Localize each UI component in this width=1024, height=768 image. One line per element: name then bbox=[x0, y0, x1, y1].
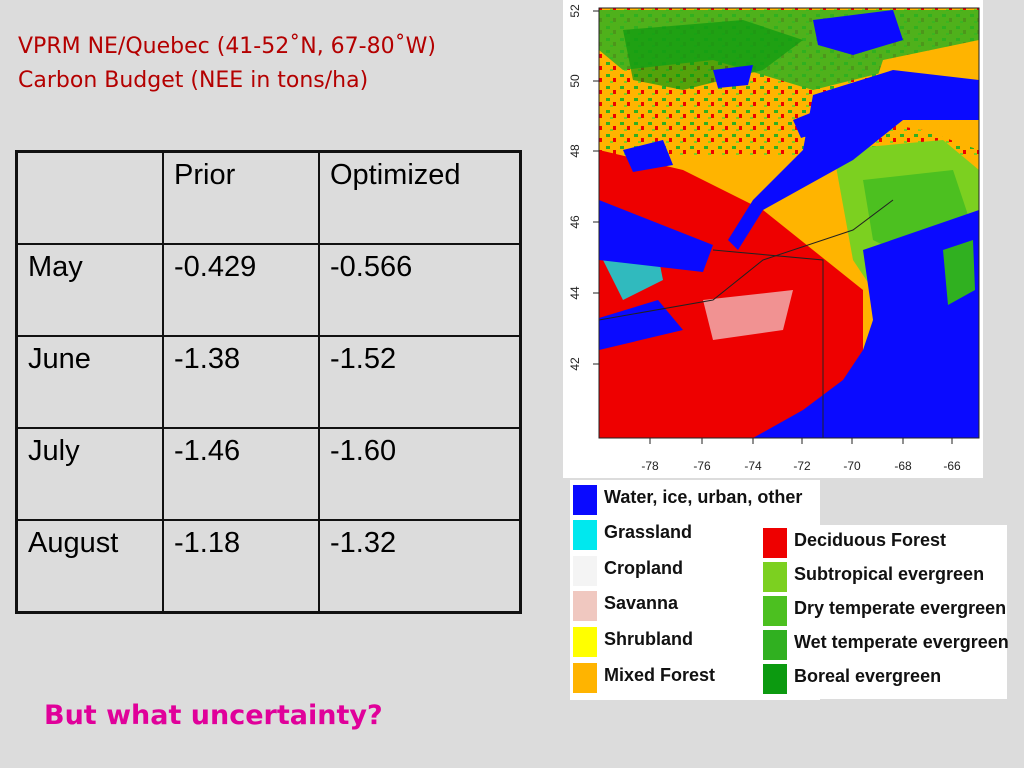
table-row: May -0.429 -0.566 bbox=[15, 243, 522, 337]
latitude-tick-label: 42 bbox=[568, 357, 582, 371]
carbon-budget-table: Prior Optimized May -0.429 -0.566 June -… bbox=[15, 150, 522, 614]
legend-swatch bbox=[573, 556, 597, 586]
table-header-row: Prior Optimized bbox=[15, 150, 522, 245]
legend-swatch bbox=[763, 528, 787, 558]
table-cell: -1.46 bbox=[162, 427, 320, 521]
table-cell: June bbox=[15, 335, 164, 429]
table-cell: -1.60 bbox=[318, 427, 522, 521]
legend-item: Water, ice, urban, other bbox=[570, 482, 820, 517]
table-row: August -1.18 -1.32 bbox=[15, 519, 522, 614]
legend-swatch bbox=[763, 664, 787, 694]
legend-label: Mixed Forest bbox=[604, 665, 716, 685]
table-cell: -0.429 bbox=[162, 243, 320, 337]
table-cell: August bbox=[15, 519, 164, 614]
table-cell: -1.52 bbox=[318, 335, 522, 429]
legend-swatch bbox=[763, 630, 787, 660]
legend-label: Deciduous Forest bbox=[794, 530, 947, 550]
legend-item: Shrubland bbox=[570, 624, 820, 659]
legend-item: Mixed Forest bbox=[570, 660, 820, 695]
map-figure: 52 50 48 46 44 42 -78 -76 -74 -72 -70 -6… bbox=[568, 4, 980, 473]
legend-item: Boreal evergreen bbox=[760, 661, 1007, 696]
longitude-tick-label: -74 bbox=[744, 459, 762, 473]
map-land-cover bbox=[599, 8, 979, 438]
land-cover-map: 52 50 48 46 44 42 -78 -76 -74 -72 -70 -6… bbox=[563, 0, 983, 478]
map-frame bbox=[598, 7, 980, 439]
table-cell: -1.38 bbox=[162, 335, 320, 429]
legend-label: Water, ice, urban, other bbox=[604, 487, 803, 507]
legend-item: Savanna bbox=[570, 588, 820, 623]
longitude-tick-label: -68 bbox=[894, 459, 912, 473]
table-header-cell bbox=[15, 150, 164, 245]
table-cell: -1.32 bbox=[318, 519, 522, 614]
longitude-tick-label: -76 bbox=[693, 459, 711, 473]
legend-label: Boreal evergreen bbox=[794, 666, 942, 686]
legend-label: Wet temperate evergreen bbox=[794, 632, 1009, 652]
table-cell: May bbox=[15, 243, 164, 337]
legend-label: Cropland bbox=[604, 558, 683, 578]
longitude-tick-label: -70 bbox=[843, 459, 861, 473]
longitude-axis: -78 -76 -74 -72 -70 -68 -66 bbox=[641, 438, 961, 473]
table-row: July -1.46 -1.60 bbox=[15, 427, 522, 521]
legend-swatch bbox=[763, 562, 787, 592]
latitude-tick-label: 44 bbox=[568, 286, 582, 300]
table-cell: -1.18 bbox=[162, 519, 320, 614]
latitude-tick-label: 46 bbox=[568, 215, 582, 229]
latitude-tick-label: 50 bbox=[568, 74, 582, 88]
latitude-axis: 52 50 48 46 44 42 bbox=[568, 4, 599, 371]
latitude-tick-label: 52 bbox=[568, 4, 582, 18]
legend-swatch bbox=[573, 663, 597, 693]
slide-title: VPRM NE/Quebec (41-52˚N, 67-80˚W) Carbon… bbox=[18, 34, 436, 93]
legend-label: Grassland bbox=[604, 522, 693, 542]
legend-item: Subtropical evergreen bbox=[760, 559, 1007, 594]
legend-item: Dry temperate evergreen bbox=[760, 593, 1007, 628]
legend-label: Shrubland bbox=[604, 629, 693, 649]
table-cell: July bbox=[15, 427, 164, 521]
longitude-tick-label: -66 bbox=[943, 459, 961, 473]
legend-swatch bbox=[573, 520, 597, 550]
legend-swatch bbox=[763, 596, 787, 626]
legend-item: Grassland bbox=[570, 517, 820, 552]
legend-label: Savanna bbox=[604, 593, 679, 613]
table-header-cell: Optimized bbox=[318, 150, 522, 245]
table-cell: -0.566 bbox=[318, 243, 522, 337]
legend-label: Subtropical evergreen bbox=[794, 564, 985, 584]
table-header-cell: Prior bbox=[162, 150, 320, 245]
latitude-tick-label: 48 bbox=[568, 144, 582, 158]
legend-item: Deciduous Forest bbox=[760, 525, 1007, 560]
table-row: June -1.38 -1.52 bbox=[15, 335, 522, 429]
longitude-tick-label: -72 bbox=[793, 459, 811, 473]
legend-swatch bbox=[573, 627, 597, 657]
uncertainty-question: But what uncertainty? bbox=[44, 700, 383, 731]
legend-right: Deciduous Forest Subtropical evergreen D… bbox=[760, 525, 1009, 699]
legend-item: Wet temperate evergreen bbox=[760, 627, 1009, 662]
legend-swatch bbox=[573, 591, 597, 621]
legend-label: Dry temperate evergreen bbox=[794, 598, 1007, 618]
longitude-tick-label: -78 bbox=[641, 459, 659, 473]
legend-swatch bbox=[573, 485, 597, 515]
legend-item: Cropland bbox=[570, 553, 820, 588]
